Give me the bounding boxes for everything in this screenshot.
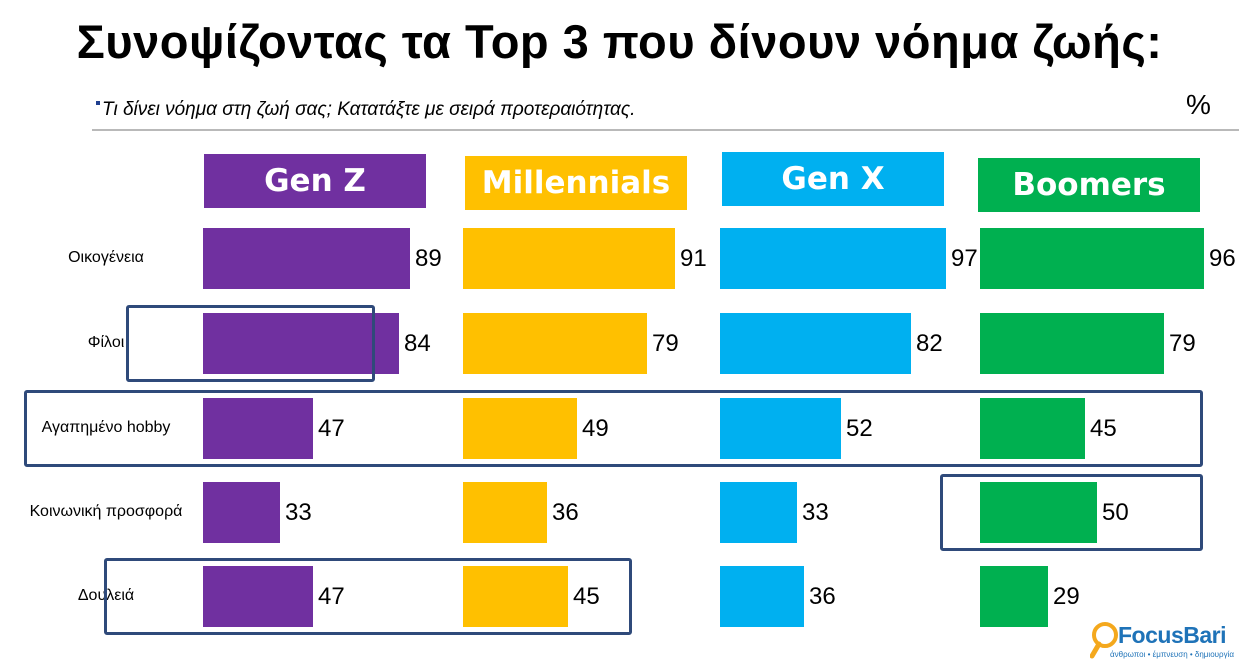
highlight-box	[940, 474, 1203, 551]
value-label: 36	[809, 582, 836, 610]
bar-millennials	[463, 482, 547, 543]
bar-boomers	[980, 566, 1048, 627]
highlight-box	[104, 558, 632, 635]
value-label: 91	[680, 244, 707, 272]
bar-gen-x	[720, 398, 841, 459]
bar-gen-z	[203, 313, 399, 374]
page-title: Συνοψίζοντας τα Top 3 που δίνουν νόημα ζ…	[76, 15, 1163, 68]
value-label: 47	[318, 582, 345, 610]
magnifier-icon	[1090, 622, 1118, 659]
logo: FocusBari άνθρωποι • έμπνευση • δημιουργ…	[1088, 619, 1234, 663]
logo-tagline: άνθρωποι • έμπνευση • δημιουργία	[1110, 650, 1234, 659]
value-label: 97	[951, 244, 978, 272]
bar-millennials	[463, 566, 568, 627]
bar-boomers	[980, 228, 1204, 289]
value-label: 29	[1053, 582, 1080, 610]
series-header-gen-z: Gen Z	[204, 154, 426, 208]
logo-name: FocusBari	[1118, 622, 1226, 648]
subtitle: Τι δίνει νόημα στη ζωή σας; Κατατάξτε με…	[102, 99, 636, 120]
value-label: 33	[285, 498, 312, 526]
value-label: 96	[1209, 244, 1236, 272]
value-label: 49	[582, 414, 609, 442]
series-header-millennials: Millennials	[465, 156, 687, 210]
value-label: 82	[916, 329, 943, 357]
value-label: 79	[1169, 329, 1196, 357]
bar-millennials	[463, 228, 675, 289]
value-label: 45	[573, 582, 600, 610]
highlight-box	[24, 390, 1203, 467]
bar-boomers	[980, 313, 1164, 374]
value-label: 89	[415, 244, 442, 272]
value-label: 47	[318, 414, 345, 442]
value-label: 45	[1090, 414, 1117, 442]
category-label: Αγαπημένο hobby	[41, 418, 171, 436]
category-label: Φίλοι	[87, 333, 125, 351]
highlight-box	[126, 305, 375, 382]
subtitle-bullet	[96, 101, 100, 105]
bar-gen-z	[203, 566, 313, 627]
bar-boomers	[980, 482, 1097, 543]
bar-gen-z	[203, 228, 410, 289]
bar-gen-x	[720, 566, 804, 627]
bar-gen-z	[203, 398, 313, 459]
value-label: 33	[802, 498, 829, 526]
value-label: 84	[404, 329, 431, 357]
bar-gen-x	[720, 313, 911, 374]
bar-gen-z	[203, 482, 280, 543]
bar-millennials	[463, 313, 647, 374]
unit-label: %	[1186, 89, 1211, 120]
category-label: Οικογένεια	[68, 248, 144, 266]
bar-boomers	[980, 398, 1085, 459]
series-header-gen-x: Gen X	[722, 152, 944, 206]
subtitle-bar: Τι δίνει νόημα στη ζωή σας; Κατατάξτε με…	[92, 97, 1239, 131]
value-label: 36	[552, 498, 579, 526]
value-label: 79	[652, 329, 679, 357]
bar-millennials	[463, 398, 577, 459]
series-header-boomers: Boomers	[978, 158, 1200, 212]
bar-gen-x	[720, 228, 946, 289]
value-label: 52	[846, 414, 873, 442]
bar-gen-x	[720, 482, 797, 543]
value-label: 50	[1102, 498, 1129, 526]
category-label: Κοινωνική προσφορά	[29, 502, 183, 520]
